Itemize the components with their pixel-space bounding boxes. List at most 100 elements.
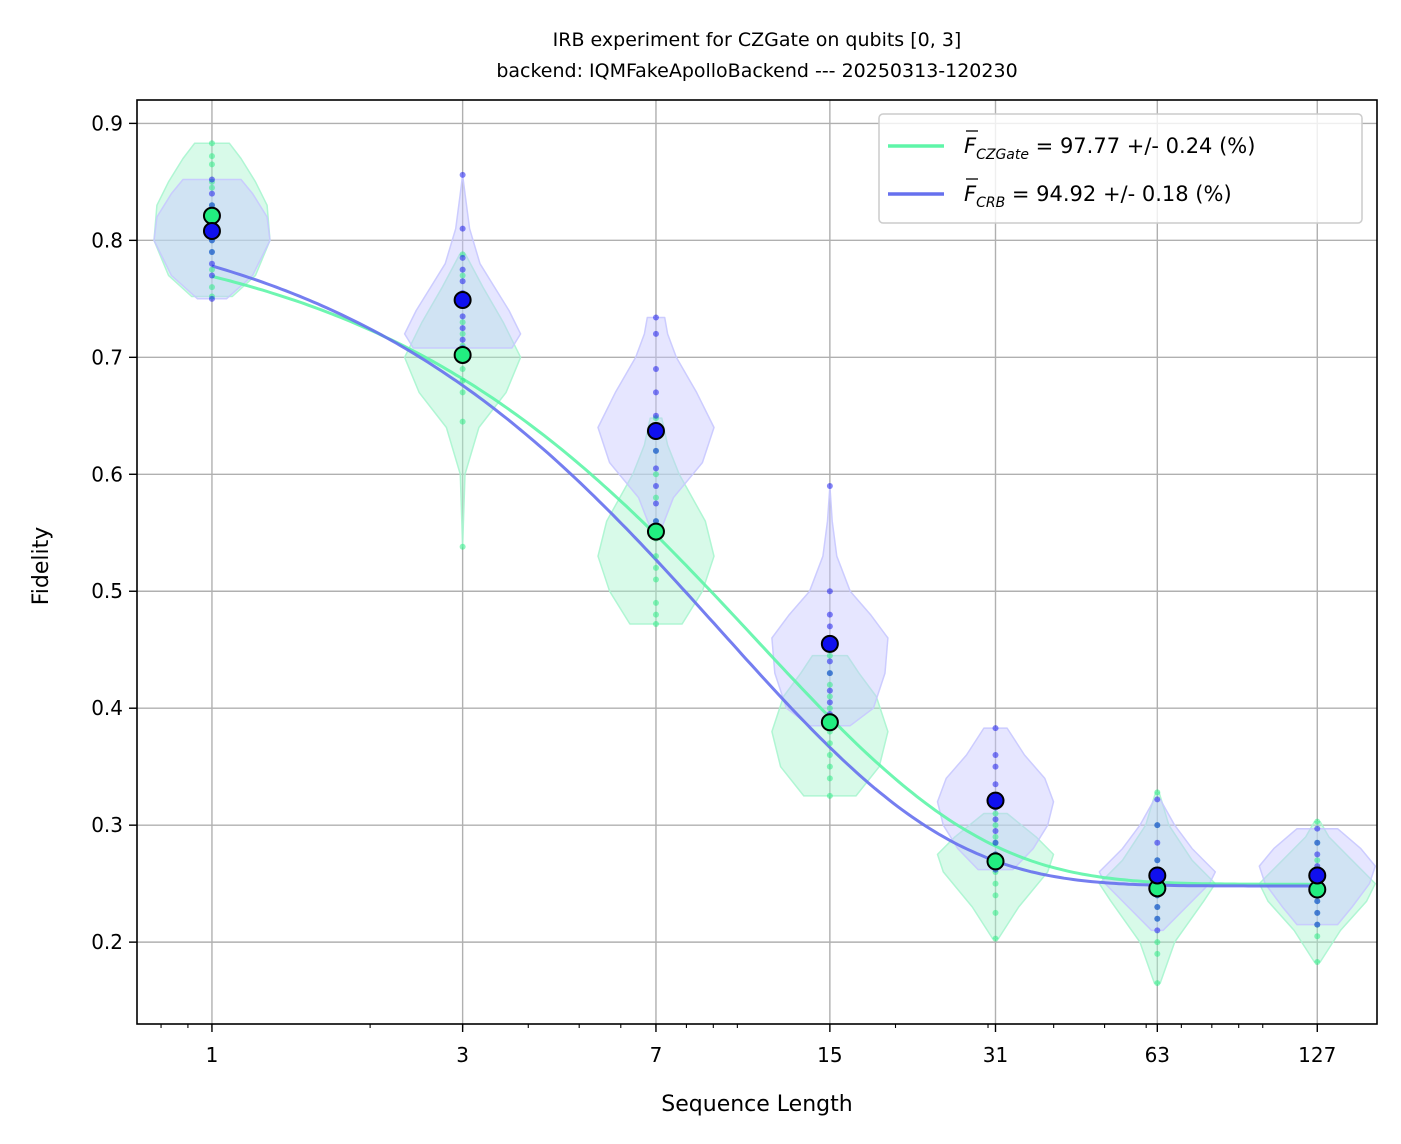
y-axis-ticks: 0.2 0.3 0.4 0.5 0.6 0.7 0.8 0.9 — [91, 111, 137, 954]
sample-crb-127-1 — [1314, 909, 1321, 916]
sample-crb-15-8 — [826, 623, 833, 630]
y-tick-label-0.2: 0.2 — [91, 930, 123, 954]
x-axis-ticks: 1 3 7 15 31 63 127 — [160, 1024, 1336, 1067]
sample-czgate-7-3 — [652, 576, 659, 583]
sample-crb-3-7 — [459, 266, 466, 273]
sample-czgate-31-1 — [992, 909, 999, 916]
mean-czgate-7 — [646, 522, 665, 541]
sample-crb-15-5 — [826, 658, 833, 665]
violin-crb-15 — [771, 485, 889, 727]
sample-czgate-15-7 — [826, 705, 833, 712]
sample-crb-31-8 — [992, 763, 999, 770]
sample-crb-1-8 — [208, 190, 215, 197]
chart-subtitle: backend: IQMFakeApolloBackend --- 202503… — [496, 60, 1017, 82]
legend-subscript-crb: CRB — [976, 195, 1005, 211]
mean-czgate-1 — [202, 206, 221, 225]
sample-czgate-7-2 — [652, 599, 659, 606]
sample-crb-1-9 — [208, 176, 215, 183]
legend-label-crb: FCRB = 94.92 +/- 0.18 (%) — [964, 182, 1232, 211]
sample-czgate-3-10 — [459, 272, 466, 279]
sample-crb-1-3 — [208, 249, 215, 256]
sample-crb-63-8 — [1154, 822, 1161, 829]
sample-czgate-15-8 — [826, 693, 833, 700]
mean-crb-1 — [202, 221, 221, 240]
sample-czgate-31-10 — [992, 810, 999, 817]
sample-czgate-1-1 — [208, 284, 215, 291]
sample-czgate-31-9 — [992, 822, 999, 829]
sample-crb-3-8 — [459, 254, 466, 261]
sample-crb-15-2 — [826, 699, 833, 706]
y-tick-label-0.5: 0.5 — [91, 579, 123, 603]
sample-czgate-1-8 — [208, 184, 215, 191]
y-tick-label-0.6: 0.6 — [91, 462, 123, 486]
sample-czgate-127-9 — [1314, 857, 1321, 864]
x-tick-label-7: 7 — [650, 1043, 663, 1067]
sample-crb-7-3 — [652, 482, 659, 489]
sample-czgate-15-0 — [826, 792, 833, 799]
y-axis-label: Fidelity — [29, 527, 54, 606]
sample-crb-63-9 — [1154, 796, 1161, 803]
sample-crb-15-9 — [826, 611, 833, 618]
sample-czgate-15-1 — [826, 775, 833, 782]
legend-label-czgate: FCZGate = 97.77 +/- 0.24 (%) — [964, 134, 1255, 163]
mean-markers — [202, 206, 1327, 899]
sample-czgate-1-2 — [208, 266, 215, 273]
legend-symbol-czgate: F — [964, 134, 977, 158]
sample-czgate-7-9 — [652, 471, 659, 478]
mean-czgate-31 — [986, 852, 1005, 871]
sample-czgate-7-8 — [652, 494, 659, 501]
sample-czgate-3-7 — [459, 330, 466, 337]
x-tick-label-15: 15 — [817, 1043, 842, 1067]
sample-czgate-1-10 — [208, 161, 215, 168]
sample-czgate-63-0 — [1154, 980, 1161, 987]
sample-crb-63-0 — [1154, 927, 1161, 934]
sample-czgate-63-2 — [1154, 939, 1161, 946]
sample-crb-7-7 — [652, 412, 659, 419]
mean-crb-3 — [453, 291, 472, 310]
sample-czgate-3-2 — [459, 389, 466, 396]
sample-czgate-31-2 — [992, 892, 999, 899]
sample-czgate-7-5 — [652, 553, 659, 560]
x-tick-label-63: 63 — [1145, 1043, 1170, 1067]
sample-czgate-15-9 — [826, 681, 833, 688]
sample-crb-127-6 — [1314, 851, 1321, 858]
sample-czgate-7-4 — [652, 564, 659, 571]
sample-crb-31-3 — [992, 828, 999, 835]
sample-crb-63-6 — [1154, 857, 1161, 864]
mean-crb-63 — [1148, 866, 1167, 885]
legend-value-crb: = 94.92 +/- 0.18 (%) — [1005, 182, 1231, 206]
sample-czgate-3-4 — [459, 366, 466, 373]
sample-crb-7-1 — [652, 518, 659, 525]
sample-czgate-3-0 — [459, 543, 466, 550]
y-tick-label-0.7: 0.7 — [91, 345, 123, 369]
sample-crb-127-0 — [1314, 921, 1321, 928]
y-tick-label-0.9: 0.9 — [91, 111, 123, 135]
sample-crb-31-10 — [992, 725, 999, 732]
x-tick-label-1: 1 — [206, 1043, 219, 1067]
sample-czgate-127-0 — [1314, 959, 1321, 966]
legend-symbol-crb: F — [964, 182, 977, 206]
sample-crb-1-0 — [208, 295, 215, 302]
x-axis-label: Sequence Length — [661, 1092, 852, 1117]
sample-crb-7-11 — [652, 314, 659, 321]
sample-crb-7-8 — [652, 389, 659, 396]
y-tick-label-0.8: 0.8 — [91, 228, 123, 252]
sample-czgate-63-1 — [1154, 950, 1161, 957]
sample-crb-15-4 — [826, 670, 833, 677]
sample-crb-1-1 — [208, 272, 215, 279]
sample-crb-127-2 — [1314, 898, 1321, 905]
sample-czgate-63-11 — [1154, 789, 1161, 796]
sample-crb-31-4 — [992, 816, 999, 823]
fit-curve-crb — [211, 264, 1318, 888]
sample-czgate-15-2 — [826, 763, 833, 770]
sample-czgate-7-0 — [652, 620, 659, 627]
sample-crb-127-7 — [1314, 839, 1321, 846]
sample-czgate-31-8 — [992, 833, 999, 840]
sample-czgate-1-12 — [208, 140, 215, 147]
sample-crb-1-7 — [208, 202, 215, 209]
sample-czgate-15-11 — [826, 652, 833, 659]
sample-czgate-31-3 — [992, 880, 999, 887]
sample-crb-15-10 — [826, 588, 833, 595]
x-tick-label-127: 127 — [1298, 1043, 1336, 1067]
